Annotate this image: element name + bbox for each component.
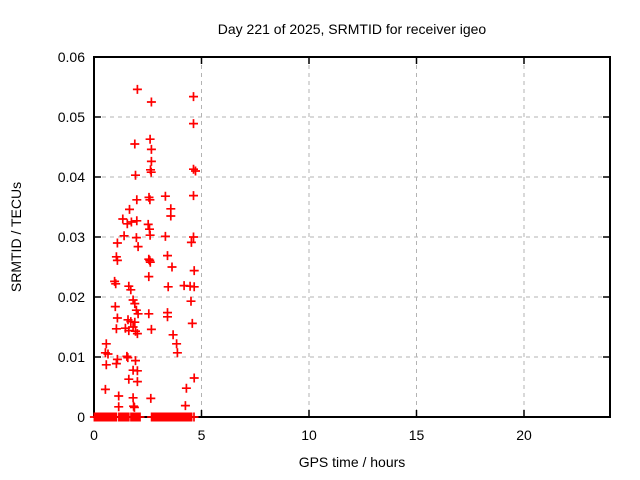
chart-title: Day 221 of 2025, SRMTID for receiver ige…	[217, 21, 487, 37]
x-tick-label: 15	[409, 427, 425, 443]
data-points	[89, 84, 200, 422]
x-tick-label: 10	[301, 427, 317, 443]
x-tick-label: 20	[516, 427, 532, 443]
x-tick-label: 0	[90, 427, 98, 443]
y-tick-label: 0.05	[58, 109, 85, 125]
y-tick-label: 0.02	[58, 289, 85, 305]
y-tick-label: 0.06	[58, 49, 85, 65]
y-tick-label: 0.01	[58, 349, 85, 365]
x-axis-label: GPS time / hours	[298, 454, 406, 470]
y-tick-label: 0.04	[58, 169, 85, 185]
y-tick-label: 0.03	[58, 229, 85, 245]
plot-border	[93, 56, 611, 418]
y-tick-label: 0	[77, 409, 85, 425]
x-tick-label: 5	[198, 427, 206, 443]
